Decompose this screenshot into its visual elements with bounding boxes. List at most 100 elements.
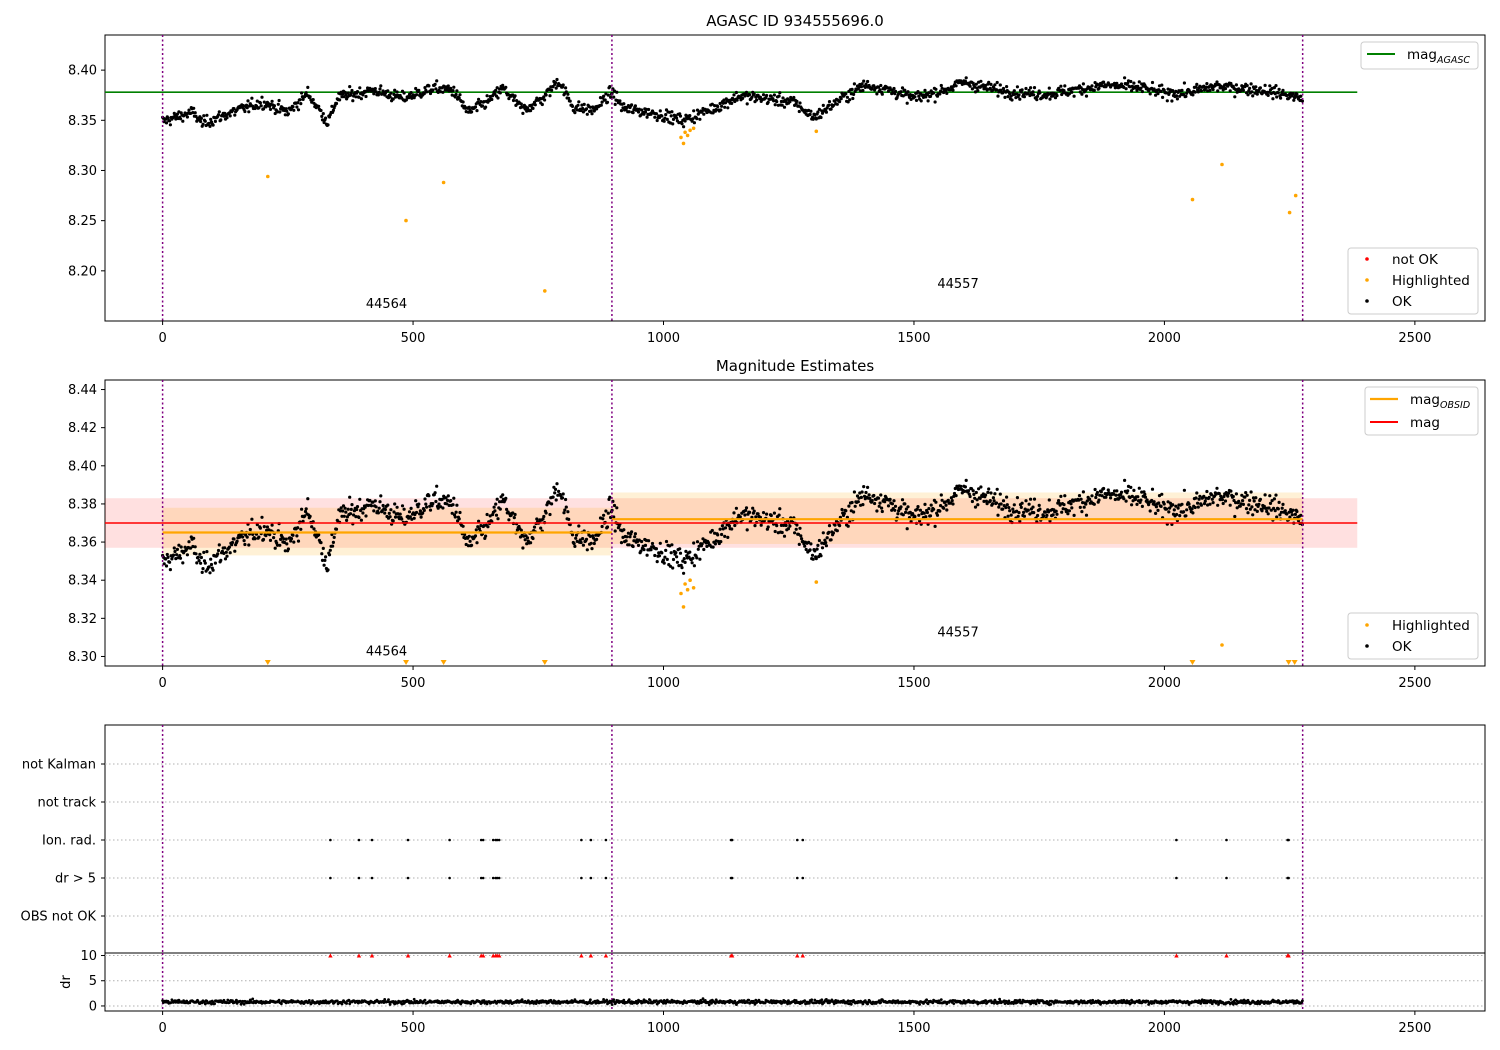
flag-point xyxy=(479,838,483,842)
ok-point xyxy=(1090,84,1094,88)
ok-point xyxy=(942,90,946,95)
ok-point xyxy=(973,505,978,509)
ok-point xyxy=(664,113,668,117)
dr-point xyxy=(925,998,928,1002)
ok-point xyxy=(745,102,749,106)
ok-point xyxy=(723,526,728,530)
ok-point xyxy=(349,91,353,95)
ok-point xyxy=(1255,509,1259,513)
ok-point xyxy=(479,100,483,104)
y-tick-label: 8.44 xyxy=(68,383,97,398)
ok-point xyxy=(475,541,479,545)
ok-point xyxy=(1093,81,1097,85)
ok-point xyxy=(272,536,276,540)
ok-point xyxy=(296,108,301,112)
ok-point xyxy=(924,95,928,99)
dr-clipped-marker xyxy=(729,953,735,958)
ok-point xyxy=(838,524,842,528)
ok-point xyxy=(507,518,511,522)
dr-point xyxy=(962,999,966,1002)
ok-point xyxy=(507,97,511,101)
ok-point xyxy=(606,93,610,97)
ok-point xyxy=(191,111,195,115)
ok-point xyxy=(501,493,505,497)
ok-point xyxy=(810,553,815,557)
ok-point xyxy=(1166,500,1170,504)
ok-point xyxy=(1266,93,1270,97)
dr-point xyxy=(251,997,255,1001)
ok-point xyxy=(243,542,247,547)
legend-label: not OK xyxy=(1392,252,1439,268)
x-tick-label: 1000 xyxy=(647,1021,680,1036)
dr-point xyxy=(1037,1001,1041,1005)
ok-point xyxy=(197,559,201,563)
highlighted-point xyxy=(814,580,819,584)
flag-point xyxy=(1175,876,1178,880)
ok-point xyxy=(778,91,782,95)
ok-point xyxy=(341,92,345,96)
ok-point xyxy=(451,503,455,507)
y-tick-label: 5 xyxy=(89,974,97,989)
ok-point xyxy=(622,102,626,106)
ok-point xyxy=(553,487,558,491)
x-tick-label: 2500 xyxy=(1398,1021,1431,1036)
ok-point xyxy=(428,508,433,512)
ok-point xyxy=(606,511,610,515)
ok-point xyxy=(1240,493,1244,497)
ok-point xyxy=(1275,515,1279,519)
ok-point xyxy=(1205,489,1209,494)
ok-point xyxy=(1024,86,1028,91)
ok-point xyxy=(566,92,570,96)
ok-point xyxy=(939,493,943,497)
ok-point xyxy=(219,118,223,122)
ok-point xyxy=(972,492,976,496)
ok-point xyxy=(1295,92,1299,96)
ok-point xyxy=(850,87,854,91)
ok-point xyxy=(1004,506,1008,510)
ok-point xyxy=(219,558,223,563)
ok-point xyxy=(222,114,226,118)
ok-point xyxy=(423,86,427,90)
ok-point xyxy=(1123,478,1127,482)
ok-point xyxy=(377,90,381,94)
ok-point xyxy=(1084,502,1088,506)
dr-clipped-marker xyxy=(405,953,411,958)
ok-point xyxy=(1231,494,1235,499)
ok-point xyxy=(1160,492,1164,496)
ok-point xyxy=(567,96,571,100)
ok-point xyxy=(668,564,673,568)
ok-point xyxy=(1258,497,1262,501)
highlighted-point xyxy=(441,180,446,185)
ok-point xyxy=(1157,501,1161,505)
dr-point xyxy=(610,1003,614,1006)
ok-point xyxy=(619,541,624,545)
ok-point xyxy=(458,510,462,515)
ok-point xyxy=(523,538,527,542)
ok-point xyxy=(713,542,718,546)
ok-point xyxy=(732,511,736,515)
ok-point xyxy=(296,539,301,543)
ok-point xyxy=(769,513,773,518)
ok-point xyxy=(654,112,659,116)
ok-point xyxy=(615,90,619,94)
ok-point xyxy=(857,85,861,89)
ok-point xyxy=(199,555,203,560)
ok-point xyxy=(756,512,760,516)
ok-point xyxy=(718,527,722,531)
ok-point xyxy=(346,91,350,95)
ok-point xyxy=(450,511,454,515)
ok-point xyxy=(211,123,215,127)
ok-point xyxy=(691,117,695,121)
ok-point xyxy=(1126,489,1130,493)
ok-point xyxy=(299,527,303,531)
ok-point xyxy=(172,546,176,550)
ok-point xyxy=(564,86,568,90)
ok-point xyxy=(988,86,992,90)
ok-point xyxy=(1098,493,1102,497)
ok-point xyxy=(1248,86,1252,90)
observation-label: 44557 xyxy=(937,625,978,640)
ok-point xyxy=(761,93,766,97)
ok-point xyxy=(595,107,599,111)
ok-point xyxy=(355,507,359,512)
ok-point xyxy=(560,496,565,500)
